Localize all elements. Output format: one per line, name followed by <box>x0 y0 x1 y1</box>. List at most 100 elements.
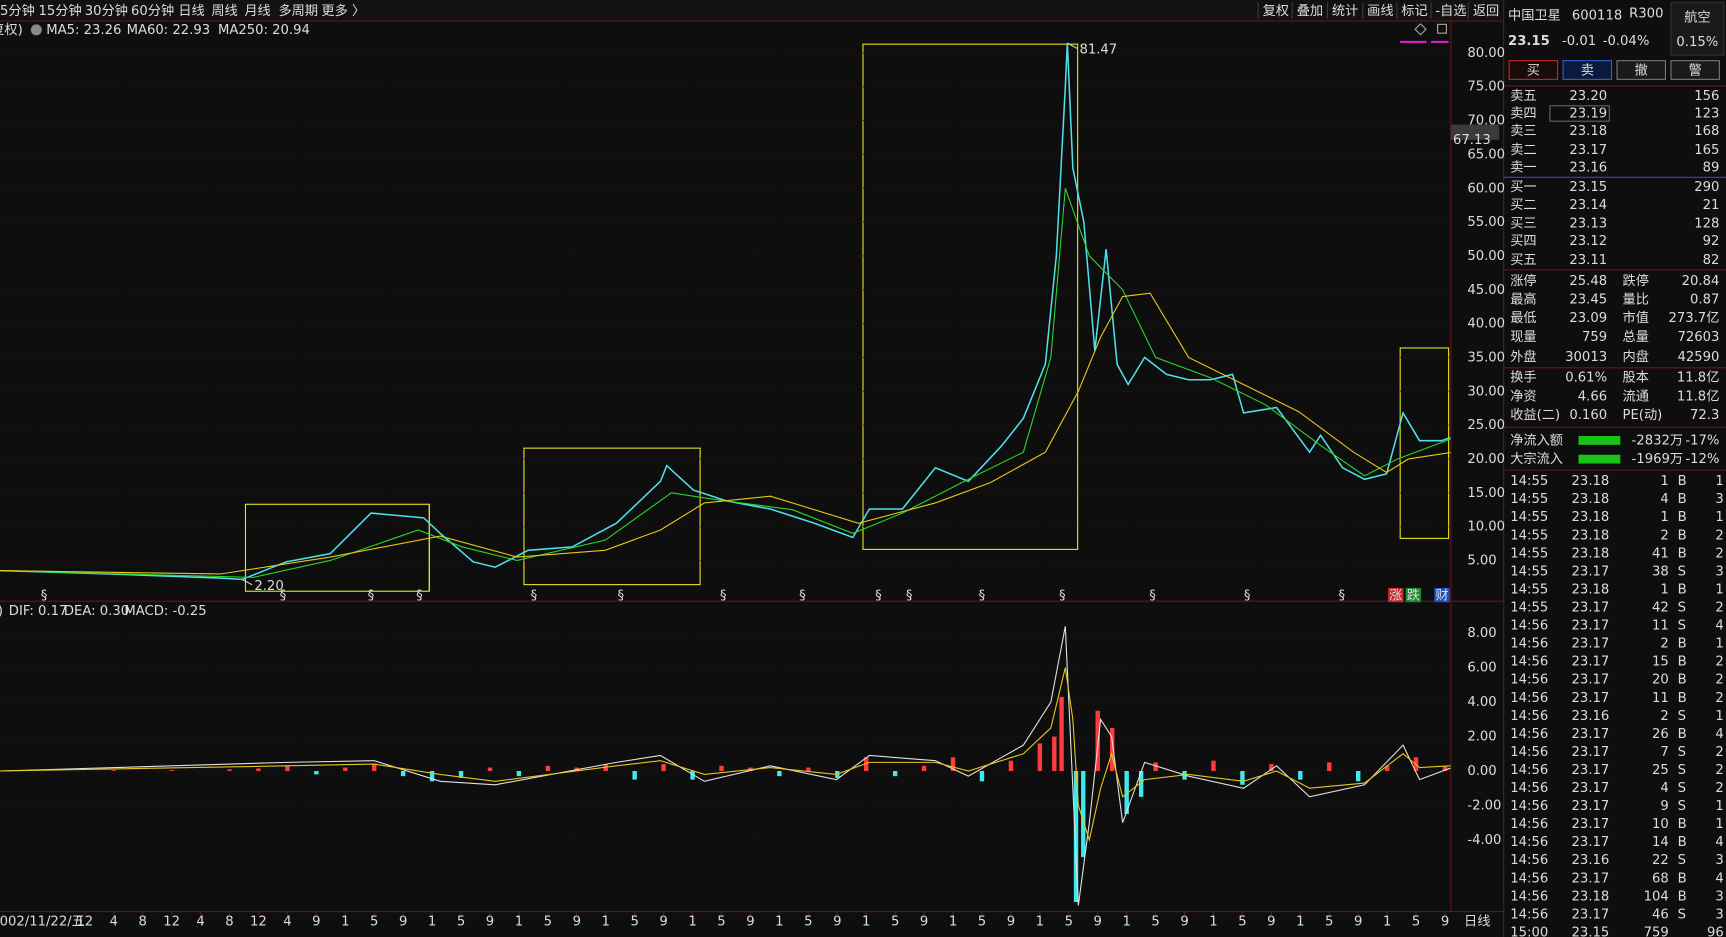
event-marker[interactable]: § <box>875 589 882 604</box>
x-tick-label: 5 <box>978 914 986 929</box>
event-marker[interactable]: § <box>618 589 625 604</box>
y-tick-label: 75.00 <box>1467 80 1505 95</box>
tick-time: 14:56 <box>1510 781 1548 796</box>
stat-label: 总量 <box>1623 329 1649 345</box>
x-tick-label: 5 <box>1238 914 1246 929</box>
toolbar-action[interactable]: 画线 <box>1367 3 1393 19</box>
y-tick-label: 25.00 <box>1467 418 1505 433</box>
event-marker[interactable]: § <box>1059 589 1066 604</box>
period-tab[interactable]: 60分钟 <box>131 2 174 19</box>
x-tick-label: 1 <box>428 914 436 929</box>
book-price: 23.17 <box>1569 143 1607 158</box>
series-line <box>0 292 1451 575</box>
stat-value: 72.3 <box>1690 408 1719 423</box>
y-tick-label: 6.00 <box>1467 661 1496 676</box>
tick-time: 14:56 <box>1510 745 1548 760</box>
tick-time: 14:56 <box>1510 655 1548 670</box>
tick-volume: 4 <box>1660 781 1668 796</box>
trade-button[interactable]: 卖 <box>1581 63 1594 79</box>
macd-bar <box>1052 736 1057 771</box>
tick-count: 3 <box>1715 889 1723 904</box>
x-tick-label: 5 <box>370 914 378 929</box>
tick-side: B <box>1678 510 1687 525</box>
period-tab[interactable]: 30分钟 <box>85 2 128 19</box>
tick-price: 23.18 <box>1572 492 1610 507</box>
period-tab[interactable]: 更多 〉 <box>321 2 365 19</box>
tick-volume: 41 <box>1652 546 1669 561</box>
toolbar-action[interactable]: 返回 <box>1473 3 1499 19</box>
event-marker[interactable]: § <box>368 589 375 604</box>
event-marker[interactable]: § <box>1149 589 1156 604</box>
period-label: 日线 <box>1464 913 1490 929</box>
event-marker[interactable]: § <box>1244 589 1251 604</box>
toolbar-action[interactable]: -自选 <box>1435 3 1466 19</box>
tick-volume: 2 <box>1660 637 1668 652</box>
event-marker[interactable]: § <box>720 589 727 604</box>
event-marker[interactable]: § <box>280 589 287 604</box>
tick-volume: 1 <box>1660 582 1668 597</box>
x-tick-label: 5 <box>544 914 552 929</box>
toolbar-action[interactable]: 叠加 <box>1297 3 1323 19</box>
toolbar-action[interactable]: 标记 <box>1401 3 1427 19</box>
period-tab[interactable]: 周线 <box>211 3 237 19</box>
stock-code: 600118 <box>1572 9 1622 24</box>
stat-value: 0.87 <box>1690 293 1719 308</box>
trade-button[interactable]: 撤 <box>1635 62 1648 79</box>
trade-button[interactable]: 警 <box>1689 63 1702 79</box>
sector-name[interactable]: 航空 <box>1684 10 1710 26</box>
stat-value: 11.8亿 <box>1677 388 1720 404</box>
y-tick-label: 35.00 <box>1467 350 1505 365</box>
book-volume: 89 <box>1703 160 1720 175</box>
tick-side: S <box>1678 763 1686 778</box>
stat-value: 4.66 <box>1578 389 1607 404</box>
toolbar-action[interactable]: 统计 <box>1332 3 1358 19</box>
period-tab[interactable]: 5分钟 <box>0 2 35 19</box>
tick-volume: 104 <box>1644 889 1669 904</box>
event-tag[interactable]: 跌 <box>1407 588 1420 604</box>
period-tab[interactable]: 多周期 <box>278 2 318 19</box>
period-tab[interactable]: 日线 <box>178 3 204 19</box>
macd-bar <box>950 757 956 771</box>
tick-price: 23.15 <box>1572 925 1610 937</box>
x-tick-label: 5 <box>1325 914 1333 929</box>
tick-volume: 1 <box>1660 474 1668 489</box>
event-marker[interactable]: § <box>41 589 48 604</box>
macd-bar <box>1008 760 1014 771</box>
trade-button[interactable]: 买 <box>1527 63 1540 79</box>
macd-bar <box>690 770 695 780</box>
tick-side: S <box>1678 564 1686 579</box>
flow-label: 大宗流入 <box>1510 451 1563 467</box>
crosshair-label: 67.13 <box>1453 133 1491 148</box>
event-marker[interactable]: § <box>531 589 538 604</box>
book-volume: 290 <box>1694 180 1719 195</box>
tick-time: 14:55 <box>1510 474 1548 489</box>
tick-price: 23.17 <box>1572 817 1610 832</box>
toolbar-action[interactable]: 复权 <box>1263 2 1289 19</box>
book-price: 23.12 <box>1569 234 1607 249</box>
tick-price: 23.18 <box>1572 474 1610 489</box>
tick-price: 23.17 <box>1572 907 1610 922</box>
tick-count: 3 <box>1715 853 1723 868</box>
event-marker[interactable]: § <box>979 589 986 604</box>
sector-box <box>1670 1 1725 56</box>
tick-side: B <box>1678 673 1687 688</box>
event-tag[interactable]: 财 <box>1435 588 1448 604</box>
tick-time: 14:56 <box>1510 871 1548 886</box>
event-tag[interactable]: 涨 <box>1389 588 1402 604</box>
event-marker[interactable]: § <box>416 589 423 604</box>
y-tick-label: 65.00 <box>1467 147 1505 162</box>
tick-price: 23.17 <box>1572 564 1610 579</box>
event-marker[interactable]: § <box>906 589 913 604</box>
event-marker[interactable]: § <box>1339 589 1346 604</box>
tick-count: 4 <box>1715 871 1723 886</box>
x-tick-label: 9 <box>1354 914 1362 929</box>
annotation-pointer <box>1067 42 1078 49</box>
y-tick-label: 5.00 <box>1467 553 1496 568</box>
period-tab[interactable]: 月线 <box>244 3 270 19</box>
macd-bar <box>1355 770 1361 782</box>
book-volume: 82 <box>1703 253 1720 268</box>
event-marker[interactable]: § <box>799 589 806 604</box>
tick-count: 1 <box>1715 510 1723 525</box>
tick-volume: 68 <box>1652 871 1669 886</box>
period-tab[interactable]: 15分钟 <box>39 2 82 19</box>
